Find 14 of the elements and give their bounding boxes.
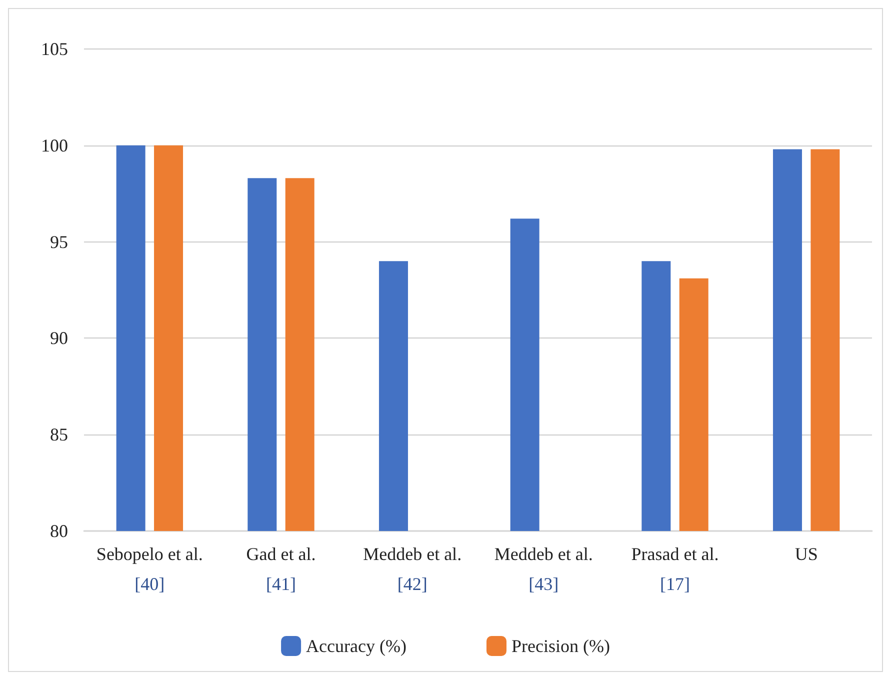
- y-tick-label: 90: [50, 328, 68, 348]
- x-tick-label: Prasad et al. [17]: [631, 544, 719, 594]
- x-tick-label: Sebopelo et al. [40]: [96, 544, 203, 594]
- x-tick-label: Meddeb et al. [43]: [494, 544, 593, 594]
- y-tick-label: 100: [41, 135, 68, 156]
- y-tick-label: 105: [41, 39, 68, 59]
- legend-label: Accuracy (%): [306, 636, 406, 656]
- x-tick-label: Meddeb et al. [42]: [363, 544, 462, 594]
- y-tick-label: 85: [50, 424, 68, 445]
- x-tick-label: US: [794, 544, 818, 564]
- legend-label: Precision (%): [511, 636, 610, 656]
- y-tick-label: 95: [50, 232, 68, 252]
- x-tick-label: Gad et al. [41]: [246, 544, 316, 594]
- y-tick-label: 80: [50, 521, 68, 541]
